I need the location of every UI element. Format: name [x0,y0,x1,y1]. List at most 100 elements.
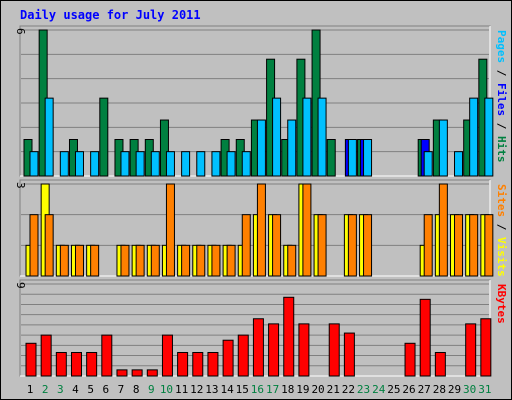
bar-kbytes-day-14 [222,339,234,377]
bar-kbytes-day-19 [298,323,310,377]
bar-pages-day-22 [347,139,357,177]
series-label-part: / [495,217,508,237]
bar-pages-day-17 [272,97,282,177]
x-tick-label: 28 [433,383,446,396]
bar-pages-day-9 [150,151,160,177]
bar-pages-day-11 [181,151,191,177]
bar-pages-day-20 [317,97,327,177]
bar-sites-day-28 [438,183,448,277]
bar-kbytes-day-3 [55,351,67,377]
x-tick-label: 6 [102,383,109,396]
bar-pages-day-1 [29,151,39,177]
bar-kbytes-day-15 [237,334,249,377]
bar-sites-day-3 [59,244,69,277]
bar-sites-day-31 [484,214,494,277]
bar-kbytes-day-13 [207,351,219,377]
bar-pages-day-2 [44,97,54,177]
series-label-part: / [495,63,508,83]
bar-pages-day-30 [469,97,479,177]
x-tick-label: 26 [402,383,415,396]
bar-sites-day-5 [90,244,100,277]
bar-pages-day-12 [196,151,206,177]
bar-kbytes-day-16 [252,318,264,377]
x-tick-label: 23 [357,383,370,396]
bar-sites-day-7 [120,244,130,277]
bar-sites-day-13 [211,244,221,277]
panel-hits: 6 Pages / Files / Hits [14,25,508,177]
bar-kbytes-day-22 [343,332,355,377]
bar-sites-day-20 [317,214,327,277]
x-tick-label: 30 [463,383,476,396]
series-label-part: / [495,116,508,136]
bar-sites-day-10 [165,183,175,277]
bar-sites-day-19 [302,183,312,277]
bar-pages-day-15 [241,151,251,177]
chart-title: Daily usage for July 2011 [20,8,201,22]
bar-pages-day-10 [165,151,175,177]
x-tick-label: 4 [72,383,79,396]
x-tick-label: 16 [251,383,264,396]
bar-sites-day-27 [423,214,433,277]
bar-kbytes-day-6 [101,334,113,377]
bar-kbytes-day-27 [419,298,431,377]
bar-kbytes-day-12 [192,351,204,377]
panel-kbytes: 9 KBytes [14,279,508,377]
bar-pages-day-27 [423,151,433,177]
bar-pages-day-18 [287,119,297,177]
bar-pages-day-8 [135,151,145,177]
bar-pages-day-5 [90,151,100,177]
bar-pages-day-7 [120,151,130,177]
x-tick-label: 13 [205,383,218,396]
bar-kbytes-day-18 [283,296,295,377]
x-tick-label: 2 [42,383,49,396]
panel-visits: 3 Sites / Visits [14,179,508,277]
bar-pages-day-14 [226,151,236,177]
x-tick-label: 21 [327,383,340,396]
bar-pages-day-3 [59,151,69,177]
panel-kbytes-series-label: KBytes [495,284,508,324]
bar-hits-day-21 [326,139,336,177]
bar-kbytes-day-11 [177,351,189,377]
x-tick-label: 11 [175,383,188,396]
x-tick-label: 15 [236,383,249,396]
x-tick-label: 10 [160,383,173,396]
bar-sites-day-14 [226,244,236,277]
bar-sites-day-30 [469,214,479,277]
x-tick-label: 18 [281,383,294,396]
bar-kbytes-day-9 [146,369,158,377]
x-tick-label: 25 [387,383,400,396]
x-tick-label: 27 [418,383,431,396]
x-tick-label: 14 [220,383,234,396]
panel-visits-series-label: Sites / Visits [495,184,508,277]
bar-sites-day-16 [256,183,266,277]
panel-visits-ymax-label: 3 [14,182,27,189]
series-label-part: Sites [495,184,508,217]
bar-sites-day-29 [454,214,464,277]
bar-hits-day-6 [99,97,109,177]
bar-pages-day-29 [454,151,464,177]
bar-kbytes-day-28 [434,351,446,377]
x-tick-label: 5 [87,383,94,396]
series-label-part: Pages [495,30,508,63]
bar-kbytes-day-10 [161,334,173,377]
x-tick-label: 12 [190,383,203,396]
bar-kbytes-day-8 [131,369,143,377]
bar-pages-day-4 [74,151,84,177]
bar-sites-day-4 [74,244,84,277]
x-tick-label: 31 [478,383,491,396]
bar-hits-day-10 [159,119,169,177]
bar-kbytes-day-5 [86,351,98,377]
bar-sites-day-9 [150,244,160,277]
bar-kbytes-day-21 [328,323,340,377]
x-tick-label: 29 [448,383,461,396]
bar-sites-day-17 [272,214,282,277]
x-tick-label: 17 [266,383,279,396]
panel-hits-series-label: Pages / Files / Hits [495,30,508,163]
bar-kbytes-day-2 [40,334,52,377]
bar-kbytes-day-17 [268,323,280,377]
bar-sites-day-15 [241,214,251,277]
series-label-part: Files [495,83,508,116]
series-label-part: Hits [495,136,508,163]
bar-sites-day-8 [135,244,145,277]
